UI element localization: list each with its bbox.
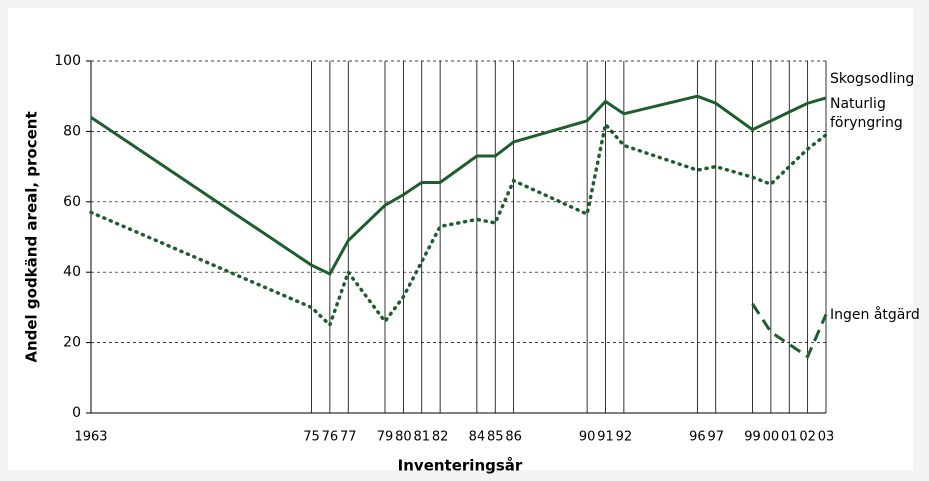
x-tick-label: 01 (781, 430, 798, 445)
x-tick-label: 99 (744, 430, 761, 445)
series-line (89, 120, 828, 329)
x-tick-label: 90 (579, 430, 596, 445)
y-axis-label: Andel godkänd areal, procent (23, 111, 41, 362)
x-tick-label: 82 (432, 430, 449, 445)
series-line (751, 303, 828, 359)
series-line (90, 94, 827, 276)
x-axis-label: Inventeringsår (398, 457, 523, 475)
x-tick-label: 86 (505, 430, 522, 445)
y-tick-label: 100 (54, 53, 81, 69)
x-tick-label: 75 (303, 430, 320, 445)
series-label: Naturlig föryngring (830, 95, 903, 131)
x-tick-label: 84 (469, 430, 486, 445)
x-tick-label: 97 (707, 430, 724, 445)
x-tick-label: 77 (340, 430, 357, 445)
y-tick-label: 20 (63, 335, 81, 351)
x-tick-label: 00 (763, 430, 780, 445)
x-tick-label: 81 (413, 430, 430, 445)
x-tick-label: 1963 (74, 430, 107, 445)
x-tick-label: 80 (395, 430, 412, 445)
x-tick-label: 85 (487, 430, 504, 445)
x-tick-label: 92 (616, 430, 633, 445)
series-label: Ingen åtgärd (830, 307, 920, 324)
y-tick-label: 40 (63, 264, 81, 280)
y-tick-label: 0 (72, 405, 81, 421)
y-tick-label: 60 (63, 194, 81, 210)
x-tick-label: 03 (818, 430, 835, 445)
y-tick-label: 80 (63, 123, 81, 139)
chart-background (8, 8, 913, 470)
x-tick-label: 02 (799, 430, 816, 445)
series-label: Skogsodling (830, 70, 915, 87)
x-tick-label: 79 (377, 430, 394, 445)
x-tick-label: 91 (597, 430, 614, 445)
x-tick-label: 96 (689, 430, 706, 445)
x-tick-label: 76 (322, 430, 339, 445)
